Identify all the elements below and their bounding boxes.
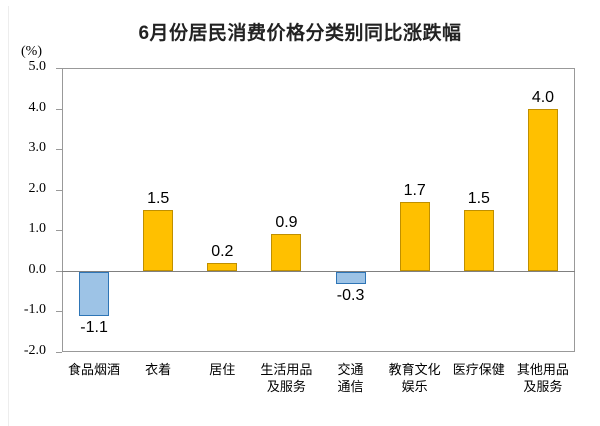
bar-value-label: 1.7 (403, 181, 426, 199)
x-category-label-line: 其他用品 (516, 362, 569, 377)
x-category-label-line: 生活用品 (260, 362, 313, 377)
bar-value-label: 1.5 (147, 190, 170, 207)
bar-value-label: 1.5 (467, 190, 490, 207)
x-category-label-line: 医疗保健 (452, 362, 505, 377)
chart-title: 6月份居民消费价格分类别同比涨跌幅 (138, 23, 462, 44)
y-tick-mark (56, 149, 62, 151)
y-tick-label: 0.0 (28, 261, 47, 277)
bar (527, 108, 558, 271)
x-category-label: 食品烟酒 (60, 361, 128, 378)
y-tick-label: -2.0 (23, 343, 46, 358)
bar (335, 271, 366, 284)
x-category-label-line: 娱乐 (401, 379, 428, 394)
plot-area-frame (62, 68, 575, 352)
bar-value-label: 0.2 (211, 242, 234, 260)
x-category-label-line: 居住 (209, 362, 236, 377)
bar-value-label: -0.3 (336, 287, 365, 305)
x-category-label-line: 交通 (337, 362, 364, 377)
bar (399, 201, 430, 271)
bar-value-label: 4.0 (531, 88, 555, 106)
y-tick-label: 1.0 (28, 221, 47, 237)
bar (143, 210, 174, 271)
x-category-label-line: 衣着 (145, 362, 172, 377)
x-category-label: 其他用品 及服务 (509, 361, 577, 395)
x-category-label-line: 教育文化 (388, 362, 441, 377)
x-category-label: 医疗保健 (445, 361, 513, 378)
x-category-label: 居住 (188, 361, 256, 378)
y-tick-mark (56, 270, 62, 272)
x-category-label-line: 及服务 (523, 379, 563, 394)
y-tick-mark (56, 189, 62, 191)
y-axis-unit-label: (%) (21, 44, 42, 59)
x-category-label-line: 及服务 (266, 379, 306, 394)
x-category-label-line: 食品烟酒 (68, 362, 121, 377)
x-category-label: 教育文化 娱乐 (381, 361, 449, 395)
bar (79, 271, 110, 317)
bar-value-label: -1.1 (80, 319, 108, 337)
y-tick-mark (56, 108, 62, 110)
x-category-label-line: 通信 (337, 379, 364, 394)
zero-baseline (62, 270, 575, 272)
y-tick-label: 4.0 (28, 99, 47, 115)
y-tick-label: 2.0 (28, 180, 47, 196)
x-category-label: 衣着 (124, 361, 192, 378)
y-tick-mark (56, 311, 62, 313)
bar (271, 234, 302, 271)
bar (463, 210, 494, 271)
y-tick-mark (56, 230, 62, 232)
x-category-label: 生活用品 及服务 (252, 361, 320, 395)
bar (207, 262, 238, 271)
y-tick-label: 3.0 (28, 140, 47, 156)
y-tick-label: 5.0 (28, 59, 47, 74)
page-edge-divider (8, 6, 9, 426)
x-category-label: 交通 通信 (317, 361, 385, 395)
y-tick-mark (56, 68, 62, 69)
bar-value-label: 0.9 (275, 214, 298, 232)
y-tick-label: -1.0 (23, 302, 46, 318)
y-tick-mark (56, 352, 62, 353)
